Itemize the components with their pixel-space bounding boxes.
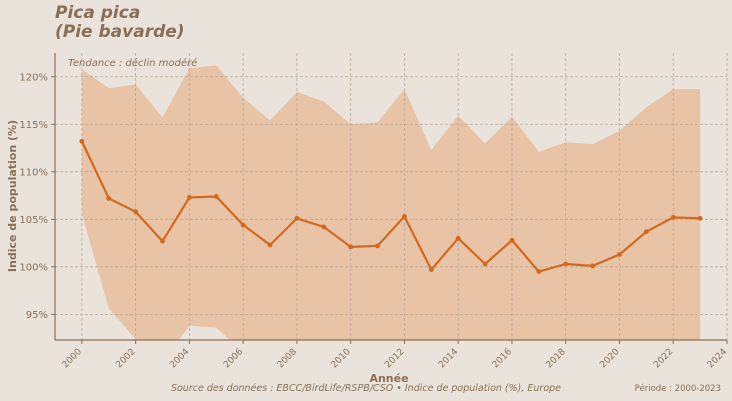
period-note: Période : 2000-2023	[634, 384, 721, 394]
x-tick-label: 2024	[706, 347, 729, 370]
x-tick-label: 2004	[168, 347, 191, 370]
data-point	[133, 209, 139, 215]
y-tick-label: 115%	[19, 120, 48, 131]
data-point	[643, 229, 649, 235]
data-point	[106, 196, 112, 201]
data-point	[294, 215, 300, 221]
y-axis-label: Indice de population (%)	[6, 120, 19, 272]
x-tick-label: 2002	[114, 347, 137, 370]
chart-title: Pica pica (Pie bavarde)	[55, 4, 185, 42]
x-tick-label: 2022	[652, 347, 675, 370]
trend-annotation: Tendance : déclin modéré	[68, 57, 197, 69]
x-tick-label: 2018	[545, 347, 568, 370]
y-tick-label: 120%	[19, 72, 48, 83]
data-point	[160, 238, 165, 244]
data-point	[375, 243, 380, 249]
x-axis-label: Année	[369, 372, 408, 385]
x-tick-label: 2016	[491, 347, 514, 370]
data-point	[670, 215, 676, 220]
y-tick-label: 110%	[19, 167, 48, 178]
x-tick-label: 2010	[330, 347, 353, 370]
chart-title-line1: Pica pica	[55, 3, 141, 23]
data-point	[213, 194, 219, 199]
data-point	[348, 244, 354, 250]
x-tick-label: 2020	[598, 347, 621, 370]
chart-title-line2: (Pie bavarde)	[55, 22, 185, 42]
y-tick-label: 95%	[26, 310, 48, 321]
data-point	[563, 261, 569, 267]
x-tick-label: 2000	[61, 347, 84, 370]
data-point	[402, 214, 407, 219]
data-point	[428, 267, 434, 273]
data-point	[187, 195, 192, 200]
x-tick-label: 2006	[222, 347, 245, 370]
data-point	[617, 252, 622, 257]
data-point	[697, 215, 703, 221]
x-tick-label: 2012	[383, 347, 406, 370]
data-point	[536, 269, 542, 274]
series-line	[80, 140, 701, 273]
data-point	[321, 224, 327, 230]
confidence-band	[81, 65, 701, 340]
data-point	[240, 222, 246, 228]
x-tick-label: 2008	[276, 347, 299, 370]
y-tick-label: 105%	[19, 215, 48, 226]
y-tick-label: 100%	[19, 262, 48, 273]
data-point	[590, 263, 595, 269]
data-point	[509, 237, 515, 243]
data-point	[267, 242, 273, 248]
data-point	[79, 138, 85, 144]
data-point	[482, 261, 488, 267]
data-point	[455, 235, 461, 241]
x-tick-label: 2014	[437, 347, 460, 370]
data-source-note: Source des données : EBCC/BirdLife/RSPB/…	[170, 383, 562, 394]
